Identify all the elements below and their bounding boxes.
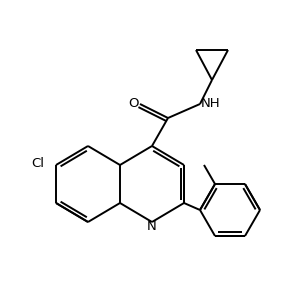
Text: NH: NH: [201, 97, 221, 110]
Text: O: O: [128, 97, 138, 110]
Text: Cl: Cl: [31, 156, 44, 170]
Text: N: N: [147, 220, 157, 233]
